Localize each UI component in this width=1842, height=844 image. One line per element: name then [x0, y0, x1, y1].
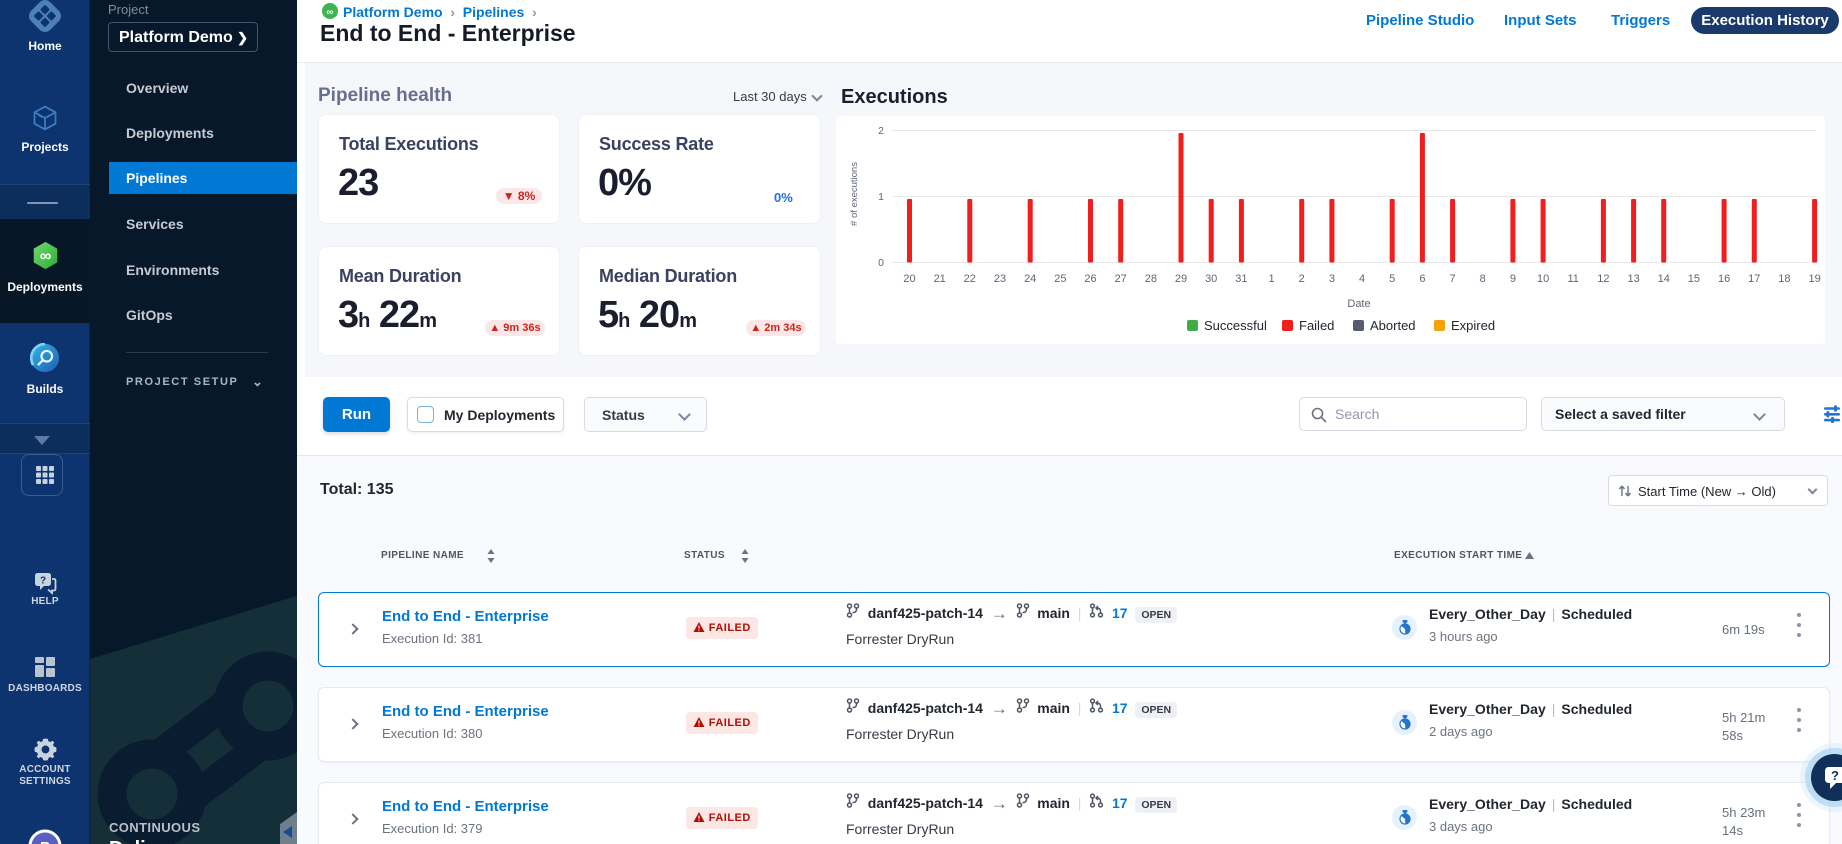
svg-text:2: 2 [1299, 273, 1305, 285]
svg-text:# of executions: # of executions [849, 162, 860, 226]
svg-text:17: 17 [1748, 273, 1760, 285]
svg-text:14: 14 [1658, 273, 1670, 285]
svg-text:1: 1 [1268, 273, 1274, 285]
svg-text:?: ? [40, 576, 46, 587]
svg-text:30: 30 [1205, 273, 1217, 285]
svg-text:Expired: Expired [1451, 318, 1495, 333]
svg-text:8: 8 [1480, 273, 1486, 285]
svg-text:Failed: Failed [1299, 318, 1334, 333]
svg-text:27: 27 [1115, 273, 1127, 285]
svg-text:9: 9 [1510, 273, 1516, 285]
svg-text:7: 7 [1450, 273, 1456, 285]
svg-text:24: 24 [1024, 273, 1036, 285]
svg-text:16: 16 [1718, 273, 1730, 285]
svg-text:13: 13 [1627, 273, 1639, 285]
svg-text:11: 11 [1567, 273, 1578, 285]
svg-text:26: 26 [1084, 273, 1096, 285]
svg-text:28: 28 [1145, 273, 1157, 285]
svg-text:20: 20 [903, 273, 915, 285]
svg-text:1: 1 [878, 191, 884, 203]
svg-text:18: 18 [1778, 273, 1790, 285]
svg-text:12: 12 [1597, 273, 1609, 285]
svg-text:15: 15 [1688, 273, 1700, 285]
svg-text:5: 5 [1389, 273, 1395, 285]
svg-text:0: 0 [878, 257, 884, 269]
svg-text:6: 6 [1419, 273, 1425, 285]
svg-text:Date: Date [1347, 298, 1370, 310]
svg-text:31: 31 [1235, 273, 1247, 285]
svg-text:21: 21 [934, 273, 946, 285]
svg-text:25: 25 [1054, 273, 1066, 285]
svg-text:∞: ∞ [326, 7, 333, 18]
svg-text:P: P [40, 839, 50, 844]
svg-text:2: 2 [878, 125, 884, 137]
svg-text:?: ? [1831, 768, 1839, 783]
svg-text:29: 29 [1175, 273, 1187, 285]
svg-text:22: 22 [964, 273, 976, 285]
svg-text:19: 19 [1808, 273, 1820, 285]
svg-text:10: 10 [1537, 273, 1549, 285]
svg-text:23: 23 [994, 273, 1006, 285]
svg-text:4: 4 [1359, 273, 1365, 285]
svg-text:3: 3 [1329, 273, 1335, 285]
svg-text:Aborted: Aborted [1370, 318, 1416, 333]
svg-text:Successful: Successful [1204, 318, 1267, 333]
svg-text:∞: ∞ [39, 247, 51, 265]
